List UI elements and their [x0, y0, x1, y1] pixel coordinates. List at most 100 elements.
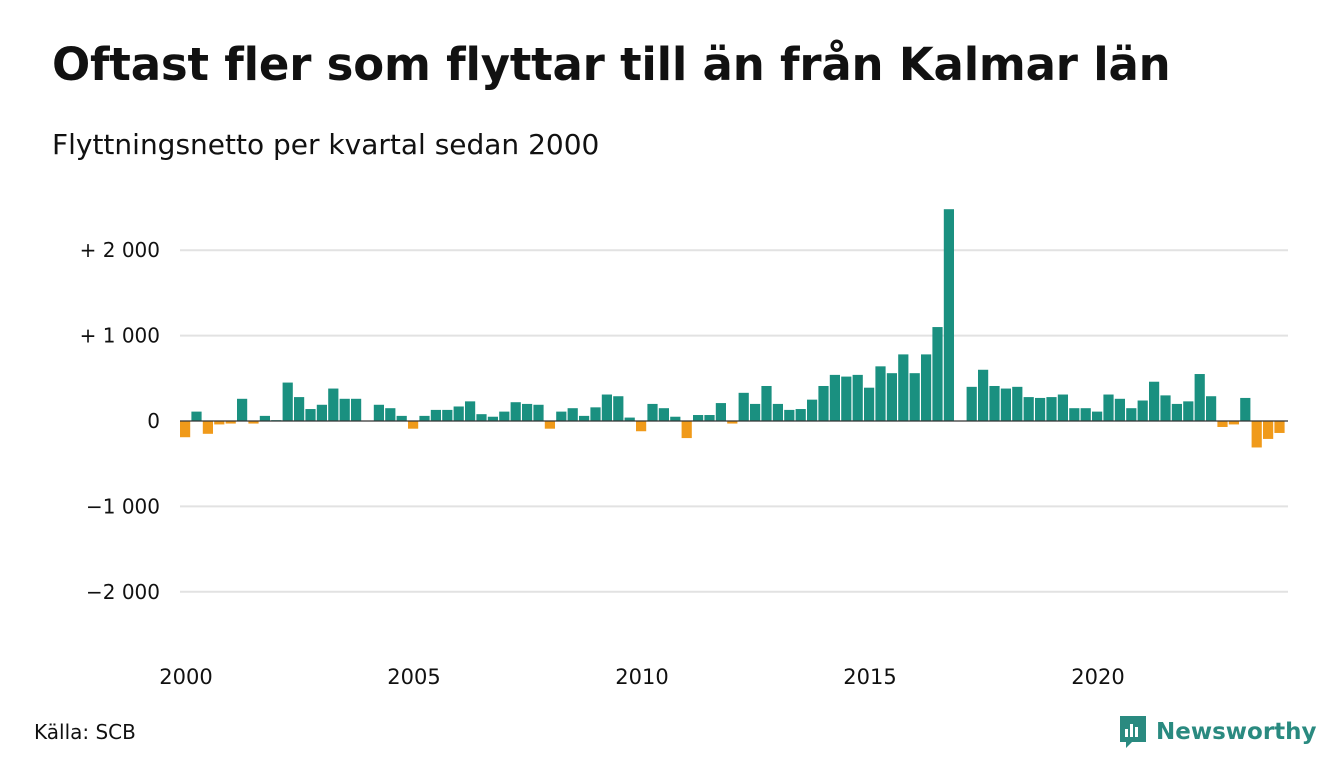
bar: [328, 388, 339, 421]
bar: [613, 396, 624, 421]
bar: [1000, 388, 1011, 421]
bars: [180, 209, 1285, 448]
bar: [1194, 374, 1205, 421]
bar: [829, 374, 840, 421]
x-tick-label: 2000: [159, 665, 212, 689]
bar: [658, 408, 669, 421]
bar: [1160, 395, 1171, 421]
bar: [693, 415, 704, 421]
bar: [533, 404, 544, 421]
bar: [408, 421, 419, 429]
bar: [772, 403, 783, 421]
bar: [647, 403, 658, 421]
bar: [738, 392, 749, 421]
y-tick-label: + 1 000: [80, 324, 160, 348]
bar: [886, 373, 897, 421]
bar: [670, 416, 681, 421]
bar: [214, 421, 225, 425]
bar: [1012, 386, 1023, 421]
bar: [932, 327, 943, 421]
bar: [978, 369, 989, 421]
bar: [419, 415, 430, 421]
bar: [180, 421, 191, 438]
bar: [1046, 397, 1057, 421]
bar: [1149, 381, 1160, 421]
brand-name: Newsworthy: [1156, 719, 1317, 745]
bar: [807, 399, 818, 421]
bar: [1103, 394, 1114, 421]
bar: [761, 385, 772, 421]
bar: [943, 209, 954, 421]
bar: [852, 374, 863, 421]
bar: [909, 373, 920, 421]
bar: [465, 401, 476, 421]
bar: [795, 409, 806, 421]
bar: [305, 409, 316, 421]
y-tick-label: 0: [147, 409, 160, 433]
bar: [1228, 421, 1239, 425]
bar: [282, 382, 293, 421]
bar: [1217, 421, 1228, 427]
bar: [704, 415, 715, 421]
bar: [624, 417, 635, 421]
bar: [1206, 396, 1217, 421]
bar: [784, 409, 795, 421]
bar: [1240, 397, 1251, 421]
bar: [510, 402, 521, 421]
bar: [442, 409, 453, 421]
bar: [601, 394, 612, 421]
bar: [1274, 421, 1285, 433]
x-tick-label: 2015: [843, 665, 896, 689]
bar: [727, 421, 738, 424]
bar: [294, 397, 305, 421]
bar: [875, 366, 886, 421]
bar: [316, 404, 327, 421]
y-tick-label: −2 000: [86, 580, 160, 604]
bar: [590, 407, 601, 421]
bar: [1251, 421, 1262, 448]
chart-title: Oftast fler som flyttar till än från Kal…: [52, 38, 1171, 91]
bar: [989, 385, 1000, 421]
chart-subtitle: Flyttningsnetto per kvartal sedan 2000: [52, 128, 600, 161]
bar: [373, 404, 384, 421]
bar: [237, 398, 248, 421]
bar: [1035, 397, 1046, 421]
x-tick-label: 2010: [615, 665, 668, 689]
bar: [248, 421, 259, 424]
bar: [1171, 403, 1182, 421]
newsworthy-logo-icon: [1120, 716, 1146, 748]
x-tick-label: 2020: [1071, 665, 1124, 689]
grid-lines: [180, 249, 1288, 593]
bar: [430, 409, 441, 421]
bar: [681, 421, 692, 439]
bar: [259, 415, 270, 421]
bar: [202, 421, 213, 434]
bar: [1114, 398, 1125, 421]
bar: [1023, 397, 1034, 421]
bar: [1137, 400, 1148, 421]
brand-logo[interactable]: Newsworthy: [1118, 714, 1317, 750]
bar: [556, 411, 567, 421]
bar: [921, 354, 932, 421]
bar: [225, 421, 236, 424]
bar: [750, 403, 761, 421]
bar: [818, 385, 829, 421]
bar: [351, 398, 362, 421]
bar: [1080, 408, 1091, 421]
bar: [544, 421, 555, 429]
bar: [966, 386, 977, 421]
bar: [567, 408, 578, 421]
bar: [339, 398, 350, 421]
bar: [636, 421, 647, 432]
bar: [579, 415, 590, 421]
bar: [396, 415, 407, 421]
bar: [715, 403, 726, 421]
y-tick-label: −1 000: [86, 494, 160, 518]
bar: [499, 411, 510, 421]
x-tick-label: 2005: [387, 665, 440, 689]
source-note: Källa: SCB: [34, 720, 136, 744]
bar: [1126, 408, 1137, 421]
y-axis-tick-labels: + 2 000 + 1 000 0 −1 000 −2 000: [80, 238, 160, 604]
y-tick-label: + 2 000: [80, 238, 160, 262]
